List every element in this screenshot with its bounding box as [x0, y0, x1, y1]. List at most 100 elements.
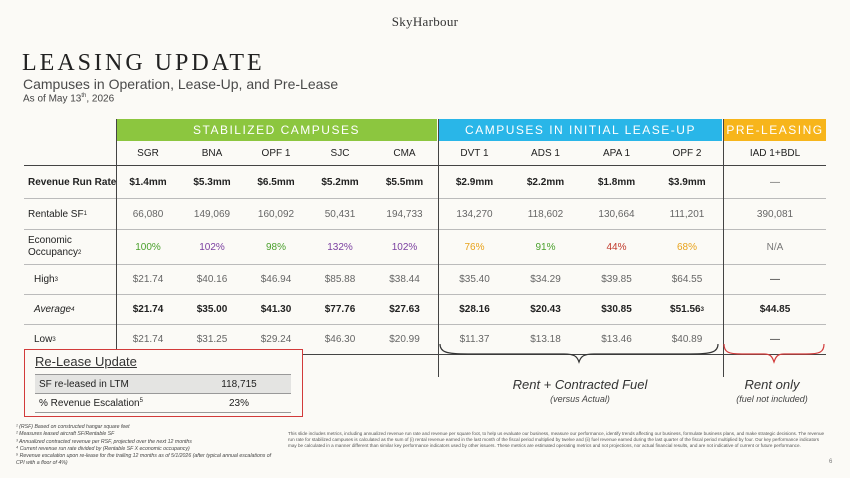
column-divider — [723, 119, 724, 377]
table-cell: 102% — [391, 241, 418, 253]
table-cell: $21.74 — [132, 334, 164, 345]
row-label: Economic Occupancy2 — [28, 235, 82, 258]
table-cell: $85.88 — [324, 274, 356, 285]
table-cell: 132% — [327, 241, 353, 253]
table-cell: $77.76 — [324, 304, 356, 315]
brace-rent-fuel — [439, 343, 719, 364]
row-label: Low 3 — [34, 334, 56, 345]
row-low: Low 3 $21.74 $31.25 $29.24 $46.30 $20.99 … — [24, 325, 826, 355]
footnote: ¹ (RSF) Based on constructed hangar squa… — [16, 424, 130, 430]
table-cell: $6.5mm — [257, 176, 295, 188]
table-cell: 98% — [265, 241, 286, 253]
table-cell: — — [770, 334, 780, 345]
col-header: APA 1 — [602, 147, 631, 159]
table-cell: $46.30 — [324, 334, 356, 345]
table-cell: 100% — [135, 241, 161, 253]
col-header: SJC — [330, 147, 350, 159]
col-header: DVT 1 — [460, 147, 489, 159]
footnotes: ¹ (RSF) Based on constructed hangar squa… — [16, 424, 276, 468]
table-cell: $44.85 — [759, 304, 791, 315]
table-cell: $34.29 — [530, 274, 561, 285]
col-header: OPF 2 — [672, 147, 702, 159]
table-cell: — — [770, 176, 780, 188]
table-cell: $5.3mm — [193, 176, 231, 188]
table-cell: $27.63 — [389, 304, 420, 315]
table-cell: $40.89 — [671, 334, 703, 345]
row-rentable-sf: Rentable SF 1 66,080 149,069 160,092 50,4… — [24, 199, 826, 230]
re-lease-update-box: Re-Lease Update SF re-leased in LTM 118,… — [24, 349, 303, 417]
table-cell: 111,201 — [669, 208, 705, 220]
re-lease-label: % Revenue Escalation5 — [39, 397, 143, 409]
table-cell: $3.9mm — [668, 176, 706, 188]
table-cell: 134,270 — [456, 208, 493, 220]
rent-fuel-label: Rent + Contracted Fuel — [512, 377, 648, 392]
column-divider — [438, 119, 439, 377]
table-cell: $1.4mm — [129, 176, 167, 188]
table-cell: $64.55 — [671, 274, 703, 285]
column-divider — [116, 119, 117, 377]
group-pre-leasing: PRE-LEASING — [724, 119, 826, 141]
page-title: LEASING UPDATE — [22, 50, 265, 76]
col-header: CMA — [393, 147, 416, 159]
disclaimer: This slide includes metrics, including a… — [288, 431, 825, 449]
leasing-table: STABILIZED CAMPUSES CAMPUSES IN INITIAL … — [24, 119, 826, 377]
table-cell: — — [770, 274, 780, 285]
table-cell: $51.56 3 — [670, 304, 704, 315]
table-cell: 76% — [464, 241, 485, 253]
col-header: IAD 1+BDL — [749, 147, 801, 159]
table-cell: $5.2mm — [321, 176, 359, 188]
re-lease-value: 118,715 — [221, 378, 257, 390]
table-cell: $2.2mm — [526, 176, 565, 188]
row-label: Average 4 — [34, 304, 75, 315]
table-cell: 390,081 — [756, 208, 794, 220]
footnote: ³ Annualized contracted revenue per RSF,… — [16, 438, 192, 445]
table-cell: $46.94 — [260, 274, 292, 285]
table-cell: $2.9mm — [455, 176, 494, 188]
group-initial-lease-up: CAMPUSES IN INITIAL LEASE-UP — [439, 119, 722, 141]
re-lease-label: SF re-leased in LTM — [39, 378, 129, 390]
table-cell: $31.25 — [196, 334, 228, 345]
table-cell: $35.00 — [196, 304, 228, 315]
table-cell: $35.40 — [459, 274, 490, 285]
re-lease-row: % Revenue Escalation5 23% — [35, 393, 291, 413]
table-cell: 130,664 — [598, 208, 635, 220]
table-cell: 44% — [606, 241, 627, 253]
as-of-date: As of May 13th, 2026 — [23, 93, 115, 105]
re-lease-row: SF re-leased in LTM 118,715 — [35, 374, 291, 393]
row-label: High 3 — [34, 274, 58, 285]
rent-only-sublabel: (fuel not included) — [736, 394, 808, 404]
row-label: Revenue Run Rate — [28, 176, 117, 188]
rent-only-label: Rent only — [744, 377, 800, 392]
col-header: ADS 1 — [531, 147, 560, 159]
rent-fuel-sublabel: (versus Actual) — [550, 394, 610, 404]
row-economic-occupancy: Economic Occupancy2 100% 102% 98% 132% 1… — [24, 230, 826, 265]
table-cell: $38.44 — [389, 274, 420, 285]
table-cell: $21.74 — [132, 274, 164, 285]
table-cell: $20.99 — [389, 334, 420, 345]
footnote: ⁴ Current revenue run rate divided by (R… — [16, 445, 190, 452]
table-cell: 194,733 — [386, 208, 423, 220]
group-stabilized: STABILIZED CAMPUSES — [116, 119, 437, 141]
table-cell: $29.24 — [260, 334, 292, 345]
table-cell: N/A — [766, 241, 784, 253]
table-cell: $39.85 — [601, 274, 632, 285]
table-cell: 68% — [676, 241, 697, 253]
table-cell: $30.85 — [601, 304, 632, 315]
table-cell: $21.74 — [132, 304, 164, 315]
row-high: High 3 $21.74 $40.16 $46.94 $85.88 $38.44… — [24, 265, 826, 295]
re-lease-title: Re-Lease Update — [35, 354, 137, 369]
re-lease-value: 23% — [228, 397, 249, 409]
page-subtitle: Campuses in Operation, Lease-Up, and Pre… — [23, 76, 339, 92]
row-label: Rentable SF 1 — [28, 208, 87, 220]
brand-logo: SkyHarbour — [391, 14, 459, 29]
table-cell: 102% — [199, 241, 225, 253]
table-cell: 160,092 — [257, 208, 295, 220]
table-cell: $13.46 — [601, 334, 632, 345]
row-revenue-run-rate: Revenue Run Rate $1.4mm $5.3mm $6.5mm $5… — [24, 165, 826, 199]
page-number: 6 — [829, 459, 833, 465]
table-cell: $40.16 — [196, 274, 228, 285]
table-cell: 118,602 — [527, 208, 564, 220]
col-header: SGR — [137, 147, 159, 159]
table-cell: 91% — [535, 241, 556, 253]
group-header-row: STABILIZED CAMPUSES CAMPUSES IN INITIAL … — [24, 119, 826, 141]
